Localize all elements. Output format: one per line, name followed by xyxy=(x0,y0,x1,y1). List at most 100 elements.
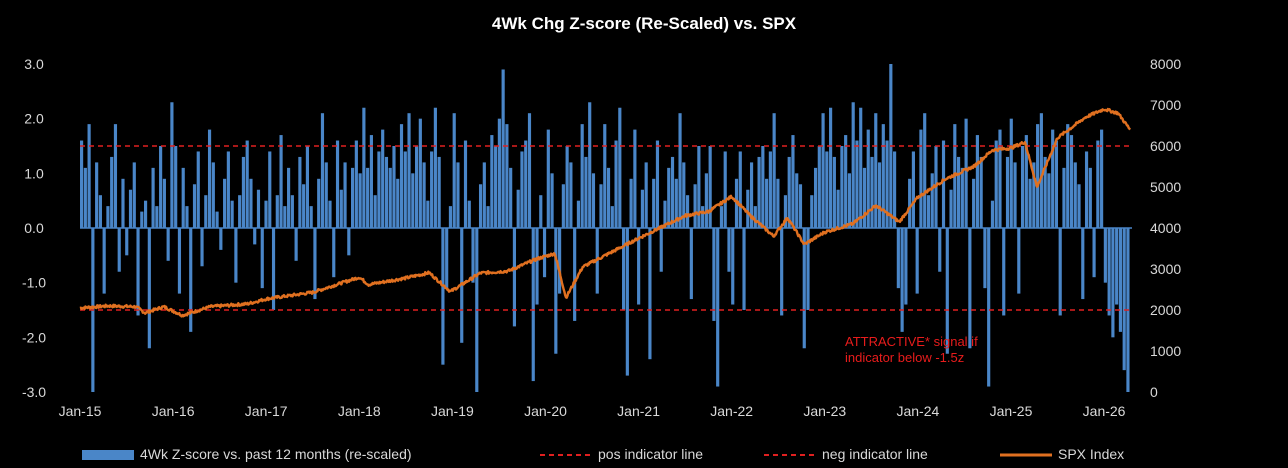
zscore-bar xyxy=(584,156,588,228)
zscore-bar xyxy=(821,113,825,228)
zscore-bar xyxy=(648,228,652,360)
x-tick-label: Jan-22 xyxy=(710,403,753,419)
zscore-bar xyxy=(388,167,392,228)
zscore-bar xyxy=(407,113,411,228)
y-right-tick-label: 4000 xyxy=(1150,220,1181,236)
zscore-bar xyxy=(542,228,547,278)
x-tick-label: Jan-15 xyxy=(59,403,102,419)
zscore-bar xyxy=(904,228,908,305)
zscore-bar xyxy=(738,151,742,228)
zscore-bar xyxy=(166,228,170,261)
y-right-tick-label: 0 xyxy=(1150,384,1158,400)
zscore-bar xyxy=(1013,162,1017,228)
annotation-line-1: ATTRACTIVE* signal if xyxy=(845,334,978,349)
zscore-bar xyxy=(625,228,629,376)
legend-swatch-bars xyxy=(82,450,134,460)
zscore-bar xyxy=(527,113,532,228)
zscore-bar xyxy=(204,195,208,228)
zscore-bar xyxy=(1084,151,1089,228)
zscore-bar xyxy=(219,228,223,250)
zscore-bar xyxy=(174,146,178,228)
zscore-bar xyxy=(862,167,867,228)
zscore-bar xyxy=(125,228,129,256)
zscore-bar xyxy=(482,162,486,228)
zscore-bar xyxy=(610,206,614,228)
zscore-bar xyxy=(452,113,456,228)
y-right-tick-label: 3000 xyxy=(1150,261,1181,277)
zscore-bar xyxy=(753,206,757,228)
zscore-bar xyxy=(663,200,667,228)
zscore-bar xyxy=(343,162,347,228)
zscore-bar xyxy=(847,173,851,228)
zscore-bar xyxy=(859,107,863,228)
annotation-line-2: indicator below -1.5z xyxy=(845,350,965,365)
zscore-bar xyxy=(298,156,302,228)
zscore-bar xyxy=(945,228,949,354)
zscore-bar xyxy=(271,228,276,310)
zscore-bar xyxy=(806,228,810,310)
zscore-bar xyxy=(147,228,151,349)
zscore-bar xyxy=(990,200,995,228)
zscore-bar xyxy=(512,228,517,327)
zscore-bar xyxy=(836,189,840,228)
zscore-bar xyxy=(426,200,430,228)
x-tick-label: Jan-18 xyxy=(338,403,381,419)
zscore-bar xyxy=(881,124,885,228)
zscore-bar xyxy=(930,173,934,228)
zscore-bar xyxy=(399,124,404,228)
zscore-bar xyxy=(396,178,400,228)
zscore-bar xyxy=(249,178,253,228)
x-tick-label: Jan-20 xyxy=(524,403,567,419)
zscore-bar xyxy=(509,167,513,228)
zscore-bar xyxy=(772,113,776,228)
zscore-bar xyxy=(844,135,848,228)
zscore-bar xyxy=(87,124,91,228)
zscore-bar xyxy=(414,146,419,228)
y-right-tick-label: 2000 xyxy=(1150,302,1181,318)
zscore-bar xyxy=(275,195,279,228)
y-right-tick-label: 7000 xyxy=(1150,97,1181,113)
y-right-tick-label: 1000 xyxy=(1150,343,1181,359)
zscore-bar xyxy=(697,146,701,228)
zscore-bar xyxy=(573,228,577,321)
zscore-bar xyxy=(1036,124,1040,228)
zscore-bar xyxy=(926,195,931,228)
zscore-bar xyxy=(524,140,528,228)
zscore-bar xyxy=(1054,140,1059,228)
zscore-bar xyxy=(140,211,144,228)
zscore-bar xyxy=(667,167,671,228)
zscore-bar xyxy=(674,178,678,228)
zscore-bar xyxy=(279,135,283,228)
zscore-bar xyxy=(313,228,317,300)
zscore-bar xyxy=(768,151,772,228)
y-right-tick-label: 8000 xyxy=(1150,56,1181,72)
zscore-bar xyxy=(463,140,468,228)
zscore-bar xyxy=(614,140,618,228)
zscore-bar xyxy=(253,228,257,245)
zscore-bar xyxy=(238,195,242,228)
zscore-bar xyxy=(1066,124,1070,228)
zscore-bar xyxy=(162,178,166,228)
zscore-bar xyxy=(1002,228,1006,316)
zscore-bar xyxy=(1005,156,1010,228)
x-tick-label: Jan-17 xyxy=(245,403,288,419)
zscore-bar xyxy=(128,189,133,228)
zscore-bar xyxy=(535,228,539,305)
chart-title: 4Wk Chg Z-score (Re-Scaled) vs. SPX xyxy=(491,14,797,33)
x-axis-labels: Jan-15 Jan-16 Jan-17 Jan-18 Jan-19 Jan-20 Jan-… xyxy=(59,403,1126,419)
zscore-bar xyxy=(938,228,942,272)
y-left-tick-label: 2.0 xyxy=(24,111,44,127)
zscore-bar xyxy=(1122,228,1126,371)
zscore-bar xyxy=(742,228,746,310)
chart-plot: 3.0 2.0 1.0 0.0 -1.0 -2.0 -3.0 8000 7000 6000 500… xyxy=(22,56,1181,419)
zscore-bar xyxy=(490,135,494,228)
zscore-bar xyxy=(885,140,889,228)
zscore-bar xyxy=(840,146,844,228)
zscore-bar xyxy=(576,200,580,228)
x-tick-label: Jan-25 xyxy=(990,403,1033,419)
zscore-bar xyxy=(637,228,641,305)
zscore-bar xyxy=(701,206,705,228)
zscore-bar xyxy=(866,129,870,228)
zscore-bar xyxy=(471,228,475,283)
zscore-bar xyxy=(110,156,114,228)
